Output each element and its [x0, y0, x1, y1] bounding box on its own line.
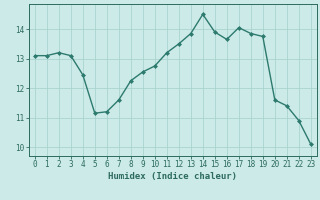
X-axis label: Humidex (Indice chaleur): Humidex (Indice chaleur) [108, 172, 237, 181]
